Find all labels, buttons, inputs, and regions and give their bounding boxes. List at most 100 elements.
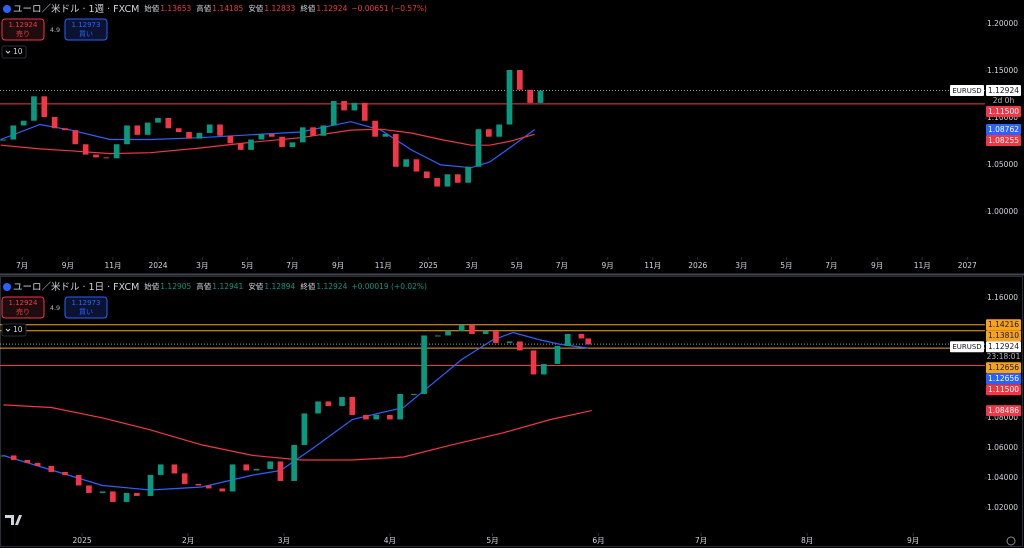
candle xyxy=(110,491,116,502)
x-tick-label: 2月 xyxy=(182,536,194,545)
ohlc-value: 1.13653 xyxy=(160,4,191,13)
active-panel-border xyxy=(0,276,1023,547)
indicator-toggle-bg[interactable] xyxy=(1,323,27,337)
candle xyxy=(267,461,274,469)
symbol-label: EURUSD xyxy=(952,343,981,351)
candle xyxy=(34,462,41,466)
candle xyxy=(289,142,296,148)
candle xyxy=(82,144,89,155)
ohlc-change: −0.00651 (−0.57%) xyxy=(351,4,427,13)
x-tick-label: 6月 xyxy=(592,536,604,545)
tradingview-logo xyxy=(5,515,22,525)
candle xyxy=(301,413,308,445)
x-tick-label: 5月 xyxy=(241,261,253,270)
price-label-bg xyxy=(986,105,1021,117)
sell-price[interactable]: 1.12924 xyxy=(9,21,38,29)
indicator-count: 10 xyxy=(13,47,23,56)
buy-label[interactable]: 買い xyxy=(79,30,93,38)
buy-label[interactable]: 買い xyxy=(79,308,93,316)
candle xyxy=(195,483,202,486)
y-tick-label: 1.08000 xyxy=(987,413,1018,422)
ohlc-change: +0.00019 (+0.02%) xyxy=(351,282,427,291)
candle xyxy=(458,324,465,331)
symbol-label: EURUSD xyxy=(952,87,981,95)
ohlc-value: 1.12905 xyxy=(160,282,191,291)
candle xyxy=(155,117,161,123)
price-label: 1.11500 xyxy=(988,385,1019,394)
header: ユーロ／米ドル · 1日 · FXCM 始値1.12905 高値1.12941 安値1… xyxy=(13,281,427,293)
candle xyxy=(403,159,409,167)
x-tick-label: 7月 xyxy=(695,536,707,545)
y-tick-label: 1.05000 xyxy=(987,160,1018,169)
price-label: 1.12656 xyxy=(988,374,1019,383)
ohlc-value: 1.12941 xyxy=(212,282,243,291)
candle xyxy=(217,124,223,136)
buy-price[interactable]: 1.12973 xyxy=(72,299,101,307)
candle xyxy=(341,101,347,111)
candle xyxy=(206,124,213,133)
x-tick-label: 11月 xyxy=(375,261,392,270)
price-label: 1.11500 xyxy=(988,107,1019,116)
candle xyxy=(62,128,68,131)
candle xyxy=(339,396,345,406)
candle xyxy=(330,101,337,126)
ohlc-label: 終値 xyxy=(300,281,315,291)
indicator-toggle-bg[interactable] xyxy=(1,45,27,59)
candle xyxy=(373,414,380,420)
candle xyxy=(434,178,440,187)
y-tick-label: 1.10000 xyxy=(987,113,1018,122)
candle xyxy=(411,393,417,395)
candle xyxy=(31,96,37,121)
candle xyxy=(325,401,332,406)
price-label-bg xyxy=(986,135,1021,147)
logo-mark xyxy=(5,515,22,525)
price-label: 1.08762 xyxy=(988,125,1019,134)
candle xyxy=(506,341,513,343)
chart-title: ユーロ／米ドル · 1週 · FXCM xyxy=(13,3,139,15)
ohlc-value: 1.12924 xyxy=(316,4,347,13)
x-tick-label: 4月 xyxy=(384,536,396,545)
candle xyxy=(421,335,427,394)
sell-label[interactable]: 売り xyxy=(16,29,30,38)
chart-panel: 1.16000 1.08000 1.06000 1.04000 1.02000 2025 2… xyxy=(0,281,1021,545)
ohlc-label: 始値 xyxy=(144,3,159,13)
candle xyxy=(277,461,284,481)
buy-price[interactable]: 1.12973 xyxy=(72,21,101,29)
buy-button[interactable] xyxy=(64,296,108,319)
candle xyxy=(423,171,430,179)
ohlc-value: 1.12894 xyxy=(264,282,295,291)
candle xyxy=(540,363,547,375)
sell-price[interactable]: 1.12924 xyxy=(9,299,38,307)
x-tick-label: 5月 xyxy=(511,261,523,270)
x-tick-label: 3月 xyxy=(466,261,478,270)
candle xyxy=(578,333,585,339)
candle xyxy=(113,144,120,159)
sell-label[interactable]: 売り xyxy=(16,307,30,316)
candle xyxy=(93,154,99,158)
x-tick-label: 2025 xyxy=(419,261,438,270)
candle xyxy=(413,159,420,172)
sell-button[interactable] xyxy=(1,296,45,319)
x-tick-label: 11月 xyxy=(104,261,121,270)
candle xyxy=(51,116,58,129)
x-tick-label: 3月 xyxy=(735,261,747,270)
spread: 4.9 xyxy=(50,26,60,34)
candle xyxy=(134,125,141,135)
candle xyxy=(434,335,441,337)
price-label-bg xyxy=(986,319,1021,331)
ohlc-label: 高値 xyxy=(196,281,211,291)
candle xyxy=(537,90,544,103)
candle xyxy=(181,473,188,484)
buy-button[interactable] xyxy=(64,18,108,41)
sell-button[interactable] xyxy=(1,18,45,41)
price-label: 1.14216 xyxy=(988,320,1019,329)
candle xyxy=(243,464,250,471)
candle xyxy=(585,338,592,345)
candle xyxy=(351,102,358,111)
candle xyxy=(445,330,451,336)
settings-icon[interactable] xyxy=(1006,536,1016,546)
price-label: 1.08486 xyxy=(988,406,1019,415)
x-tick-label: 5月 xyxy=(486,536,498,545)
price-label-bg xyxy=(986,384,1021,396)
